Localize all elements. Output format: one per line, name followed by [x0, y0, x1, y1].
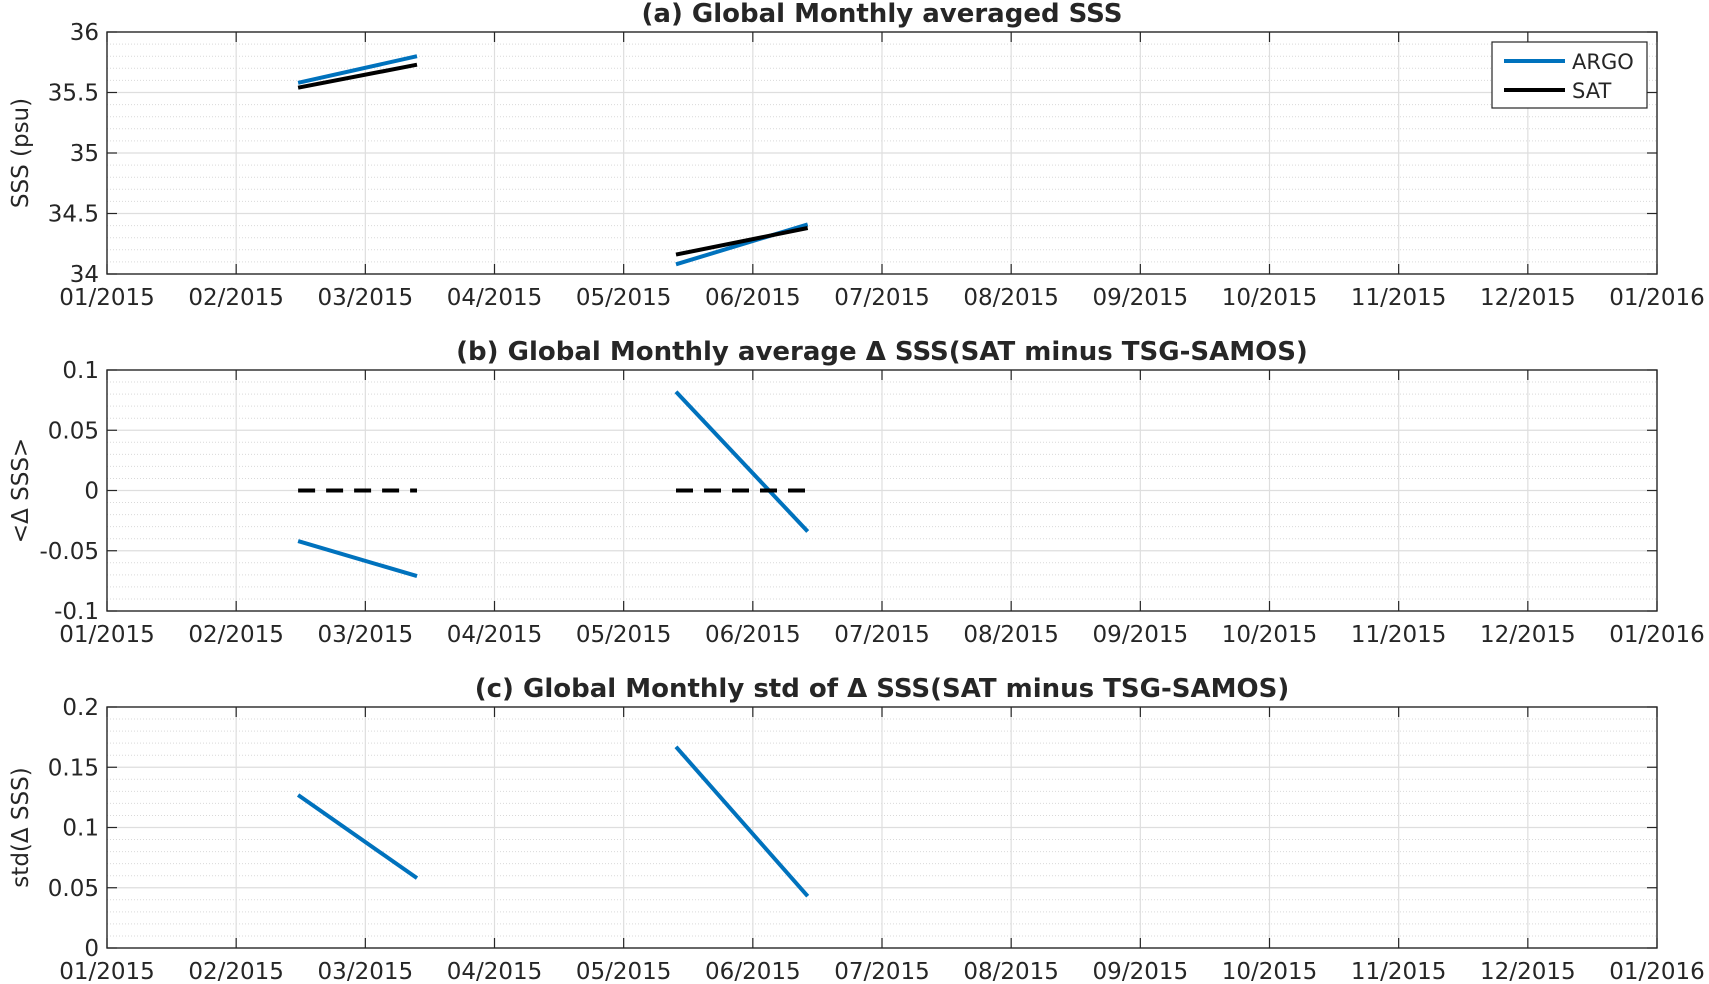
chart-1-x-tick-label: 01/2015: [59, 285, 155, 311]
chart-1-x-tick-label: 09/2015: [1093, 285, 1189, 311]
chart-3-title: (c) Global Monthly std of Δ SSS(SAT minu…: [475, 674, 1289, 704]
chart-1-legend-label-argo: ARGO: [1572, 50, 1634, 74]
chart-1-y-tick-label: 35.5: [48, 81, 99, 107]
chart-1-y-tick-label: 34: [70, 262, 99, 288]
chart-3-y-tick-label: 0.1: [62, 816, 99, 842]
chart-3-series-line-1-segment: [674, 745, 810, 898]
chart-1-series-sat-segment: [297, 62, 418, 90]
chart-3-x-tick-label: 02/2015: [188, 959, 284, 984]
chart-1-x-tick-label: 03/2015: [318, 285, 414, 311]
chart-1-x-tick-label: 04/2015: [447, 285, 543, 311]
chart-2-x-tick-label: 12/2015: [1480, 622, 1576, 648]
chart-1-y-tick-label: 36: [70, 20, 99, 46]
chart-2-x-tick-label: 09/2015: [1093, 622, 1189, 648]
chart-1-x-tick-label: 06/2015: [705, 285, 801, 311]
chart-1-y-axis-label: SSS (psu): [8, 98, 34, 208]
chart-3-y-tick-label: 0.2: [62, 695, 99, 721]
chart-3-x-tick-label: 06/2015: [705, 959, 801, 984]
chart-3-x-tick-label: 08/2015: [963, 959, 1059, 984]
chart-3-x-tick-label: 04/2015: [447, 959, 543, 984]
chart-3-y-axis-label: std(Δ SSS): [8, 767, 34, 887]
chart-2-axes-box: [106, 369, 1658, 612]
chart-1-x-tick-label: 05/2015: [576, 285, 672, 311]
chart-2-series-line-1-segment: [297, 539, 418, 579]
chart-3-y-tick-label: 0.15: [48, 755, 99, 781]
chart-3-x-tick-label: 10/2015: [1222, 959, 1318, 984]
chart-1-title: (a) Global Monthly averaged SSS: [642, 0, 1123, 29]
chart-3-y-tick-label: 0.05: [48, 876, 99, 902]
chart-1-x-tick-label: 01/2016: [1609, 285, 1705, 311]
chart-3-x-tick-label: 09/2015: [1093, 959, 1189, 984]
chart-1-x-tick-label: 02/2015: [188, 285, 284, 311]
chart-2-x-tick-label: 11/2015: [1351, 622, 1447, 648]
chart-1-y-tick-label: 34.5: [48, 202, 99, 228]
chart-3-x-tick-label: 12/2015: [1480, 959, 1576, 984]
chart-2-y-tick-label: 0.05: [48, 418, 99, 444]
chart-1-legend-box: [1491, 41, 1648, 109]
chart-2-x-tick-label: 10/2015: [1222, 622, 1318, 648]
chart-1-axes-box: [106, 31, 1658, 275]
chart-3-x-tick-label: 07/2015: [834, 959, 930, 984]
chart-2-y-tick-label: -0.05: [39, 539, 99, 565]
chart-2-x-tick-label: 03/2015: [318, 622, 414, 648]
chart-2-y-axis-label: <Δ SSS>: [8, 438, 34, 543]
chart-3-axes-box: [106, 706, 1658, 949]
chart-2-series-line-1-segment: [674, 390, 810, 533]
chart-3-x-tick-label: 01/2016: [1609, 959, 1705, 984]
chart-1-x-tick-label: 07/2015: [834, 285, 930, 311]
chart-1-series-sat-segment: [675, 226, 809, 257]
chart-3-x-tick-label: 01/2015: [59, 959, 155, 984]
chart-1-x-tick-label: 10/2015: [1222, 285, 1318, 311]
chart-2-x-tick-label: 01/2015: [59, 622, 155, 648]
chart-1-x-tick-label: 08/2015: [963, 285, 1059, 311]
chart-2-y-tick-label: -0.1: [54, 599, 99, 625]
chart-1-series-argo-segment: [297, 54, 418, 85]
chart-2-x-tick-label: 08/2015: [963, 622, 1059, 648]
chart-3-series-line-1-segment: [296, 793, 419, 880]
chart-2-x-tick-label: 01/2016: [1609, 622, 1705, 648]
chart-1-x-tick-label: 11/2015: [1351, 285, 1447, 311]
chart-2-y-tick-label: 0.1: [62, 358, 99, 384]
chart-1-x-tick-label: 12/2015: [1480, 285, 1576, 311]
chart-3-x-tick-label: 11/2015: [1351, 959, 1447, 984]
chart-2-x-tick-label: 04/2015: [447, 622, 543, 648]
chart-2-x-tick-label: 06/2015: [705, 622, 801, 648]
chart-2-x-tick-label: 02/2015: [188, 622, 284, 648]
chart-3-x-tick-label: 03/2015: [318, 959, 414, 984]
chart-2-title: (b) Global Monthly average Δ SSS(SAT min…: [456, 337, 1308, 367]
chart-3-y-tick-label: 0: [84, 936, 99, 962]
chart-3-x-tick-label: 05/2015: [576, 959, 672, 984]
chart-2-x-tick-label: 05/2015: [576, 622, 672, 648]
chart-2-y-tick-label: 0: [84, 479, 99, 505]
chart-1-y-tick-label: 35: [70, 141, 99, 167]
chart-1-legend-label-sat: SAT: [1572, 79, 1611, 103]
chart-2-x-tick-label: 07/2015: [834, 622, 930, 648]
